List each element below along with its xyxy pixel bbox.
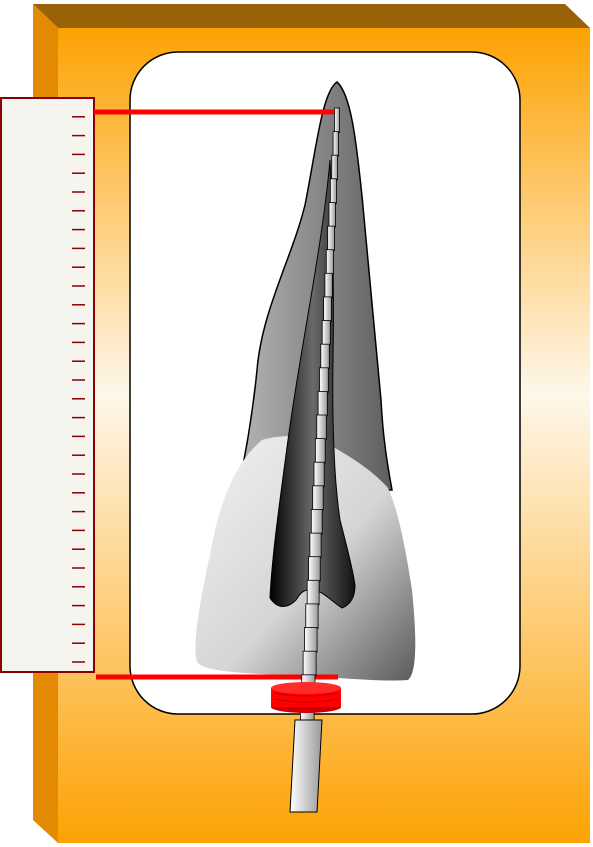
file-segment bbox=[304, 627, 318, 653]
file-segment bbox=[313, 461, 325, 488]
file-segment bbox=[305, 603, 319, 629]
endodontic-file bbox=[289, 107, 340, 813]
ruler-ticks bbox=[72, 97, 85, 663]
file-segment bbox=[316, 414, 327, 441]
rubber-stopper bbox=[271, 682, 341, 713]
pulp-canal bbox=[269, 159, 356, 609]
file-segment bbox=[312, 485, 324, 511]
file-segment bbox=[302, 650, 317, 677]
file-segment bbox=[325, 249, 334, 275]
file-segments bbox=[299, 107, 340, 724]
file-segment bbox=[324, 272, 333, 299]
file-segment bbox=[331, 154, 338, 181]
file-segment bbox=[310, 509, 323, 535]
file-segment bbox=[317, 390, 328, 417]
measuring-ruler bbox=[0, 97, 95, 673]
file-segment bbox=[308, 556, 321, 582]
file-segment bbox=[319, 367, 329, 393]
file-segment bbox=[327, 225, 335, 252]
file-segment bbox=[306, 579, 320, 606]
file-segment bbox=[328, 202, 336, 228]
file-segment bbox=[334, 107, 340, 134]
tooth bbox=[195, 81, 416, 681]
file-segment bbox=[314, 438, 326, 464]
file-handle bbox=[289, 719, 323, 813]
ruler-body bbox=[0, 97, 95, 673]
file-segment bbox=[321, 320, 331, 346]
file-segment bbox=[329, 178, 337, 204]
measurement-lines bbox=[94, 109, 338, 680]
file-segment bbox=[309, 532, 322, 559]
file-segment bbox=[332, 131, 339, 157]
board-top-face bbox=[33, 4, 590, 28]
file-segment bbox=[323, 296, 332, 322]
file-segment bbox=[320, 343, 330, 370]
